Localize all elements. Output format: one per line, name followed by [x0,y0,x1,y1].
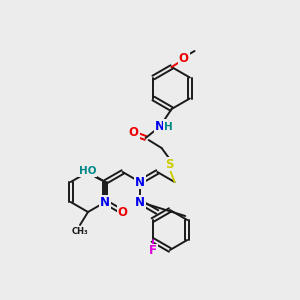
Text: S: S [165,158,174,170]
Text: HO: HO [79,166,96,176]
Text: N: N [135,196,145,208]
Text: CH₃: CH₃ [72,226,88,236]
Text: N: N [100,196,110,208]
Text: O: O [129,127,139,140]
Text: O: O [118,206,128,218]
Text: N: N [154,119,165,133]
Text: N: N [135,176,145,188]
Text: H: H [164,122,173,132]
Text: F: F [148,244,157,257]
Text: O: O [178,52,189,65]
